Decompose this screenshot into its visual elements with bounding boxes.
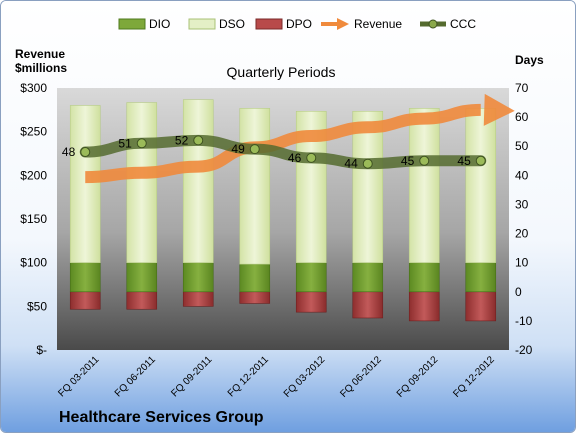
ccc-point — [136, 138, 147, 149]
left-tick-label: $300 — [20, 81, 47, 95]
right-tick-label: 20 — [515, 227, 529, 241]
right-tick-label: 70 — [515, 81, 529, 95]
legend-swatch-dso — [188, 18, 216, 30]
bar-dio — [465, 262, 497, 293]
ccc-data-label: 52 — [175, 133, 189, 147]
left-tick-label: $50 — [27, 299, 47, 313]
ccc-data-label: 45 — [457, 154, 471, 168]
right-axis-title: Days — [515, 53, 544, 67]
ccc-point — [249, 144, 260, 155]
ccc-data-label: 51 — [118, 136, 132, 150]
ccc-point — [362, 158, 373, 169]
plot-area — [57, 88, 509, 350]
legend-label-dso: DSO — [219, 17, 245, 31]
bar-dpo — [126, 291, 158, 310]
ccc-point — [419, 155, 430, 166]
right-tick-label: 10 — [515, 256, 529, 270]
legend: DIO DSO DPO Revenue CCC — [118, 17, 476, 31]
right-tick-label: 30 — [515, 197, 529, 211]
ccc-data-label: 45 — [401, 154, 415, 168]
legend-label-dio: DIO — [149, 17, 170, 31]
legend-swatch-dpo — [255, 18, 283, 30]
bar-dso — [465, 108, 497, 263]
company-name: Healthcare Services Group — [59, 409, 264, 426]
bar-dio — [408, 262, 440, 293]
legend-swatch-dio — [118, 18, 146, 30]
revenue-line — [85, 103, 481, 184]
left-axis: $- $50 $100 $150 $200 $250 $300 — [20, 81, 47, 357]
right-tick-label: 0 — [515, 285, 522, 299]
bar-dso — [408, 108, 440, 263]
bar-dso — [239, 108, 271, 265]
bar-dpo — [295, 291, 327, 313]
right-axis: -20 -10 0 10 20 30 40 50 60 70 — [515, 81, 533, 357]
bar-dso — [126, 102, 158, 263]
bar-dpo — [352, 291, 384, 319]
bars-group — [69, 99, 497, 322]
ccc-series: 48 51 52 49 46 44 45 45 — [62, 133, 487, 171]
bar-dpo — [182, 291, 214, 307]
bar-dio — [182, 262, 214, 293]
bar-dio — [239, 263, 271, 293]
legend-label-revenue: Revenue — [354, 17, 402, 31]
legend-label-ccc: CCC — [450, 17, 476, 31]
left-axis-title-line2: $millions — [15, 61, 67, 75]
ccc-data-label: 49 — [231, 142, 245, 156]
bar-dio — [126, 262, 158, 293]
ccc-point — [306, 152, 317, 163]
right-tick-label: 60 — [515, 110, 529, 124]
right-tick-label: 40 — [515, 168, 529, 182]
legend-label-dpo: DPO — [286, 17, 312, 31]
right-tick-label: -20 — [515, 343, 533, 357]
ccc-point — [193, 135, 204, 146]
bar-dpo — [239, 291, 271, 304]
left-axis-title: Revenue — [15, 47, 65, 61]
bar-dpo — [408, 291, 440, 322]
legend-ccc-marker-icon — [420, 19, 446, 29]
bar-dio — [69, 262, 101, 293]
left-tick-label: $200 — [20, 168, 47, 182]
bar-dpo — [465, 291, 497, 322]
ccc-data-label: 46 — [288, 151, 302, 165]
ccc-data-label: 48 — [62, 145, 76, 159]
legend-arrow-icon — [321, 18, 349, 30]
bar-dso — [69, 105, 101, 263]
left-axis-title-line1: Revenue — [15, 47, 65, 61]
bar-dio — [295, 262, 327, 293]
bar-dso — [182, 99, 214, 263]
left-tick-label: $250 — [20, 125, 47, 139]
bar-dpo — [69, 291, 101, 310]
bar-dso — [352, 110, 384, 263]
bar-dio — [352, 262, 384, 293]
revenue-series — [85, 93, 515, 184]
left-tick-label: $100 — [20, 256, 47, 270]
left-tick-label: $- — [36, 343, 47, 357]
right-tick-label: -10 — [515, 314, 533, 328]
chart-title: Quarterly Periods — [227, 64, 336, 80]
ccc-point — [475, 155, 486, 166]
right-tick-label: 50 — [515, 139, 529, 153]
left-tick-label: $150 — [20, 212, 47, 226]
ccc-point — [80, 147, 91, 158]
ccc-data-label: 44 — [344, 157, 358, 171]
revenue-arrowhead — [483, 93, 515, 126]
